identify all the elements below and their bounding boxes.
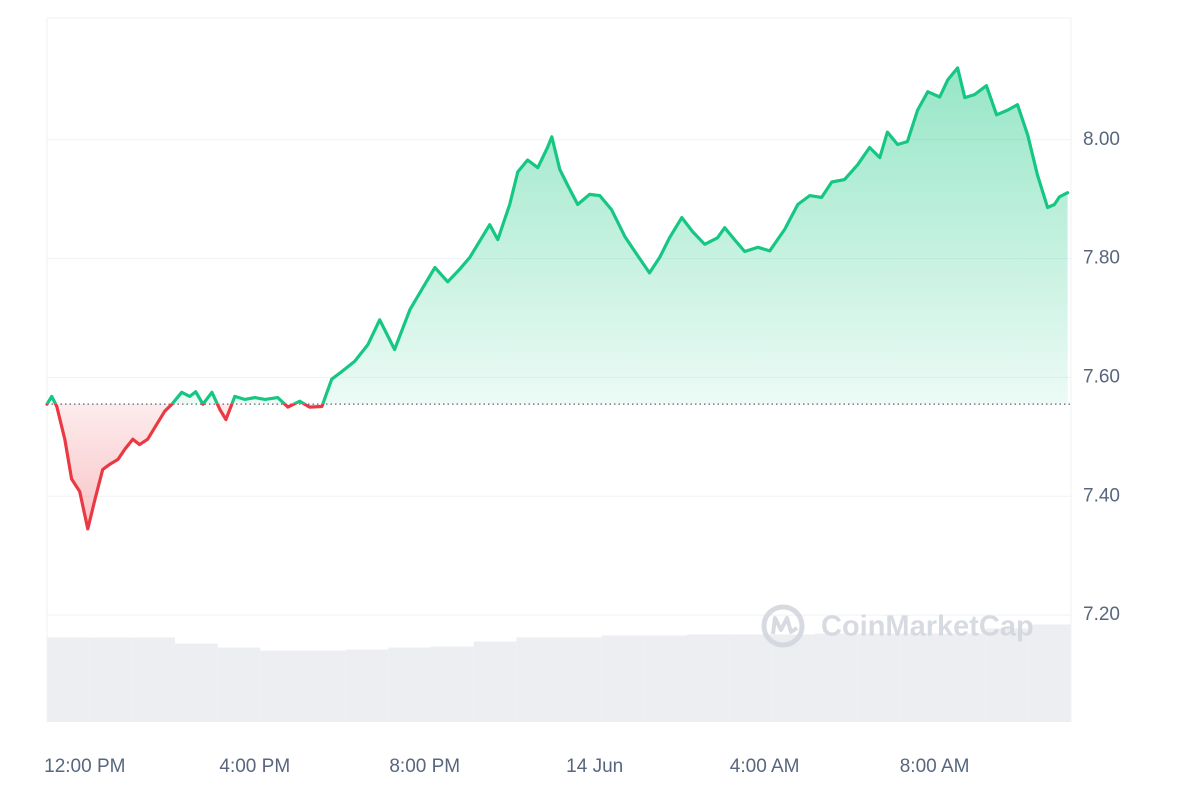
volume-bar [345, 649, 389, 722]
volume-bar [217, 647, 261, 722]
volume-bar [644, 635, 687, 722]
watermark-logo [771, 616, 799, 635]
watermark: CoinMarketCap [761, 604, 1034, 648]
x-tick-label: 4:00 PM [219, 756, 290, 777]
volume-bar [175, 643, 218, 722]
volume-bar [687, 634, 730, 722]
y-tick-label: 7.60 [1083, 366, 1120, 387]
x-tick-label: 12:00 PM [44, 756, 125, 777]
volume-bar [473, 641, 517, 722]
volume-bar [900, 633, 943, 722]
volume-bar [303, 650, 346, 722]
x-tick-label: 8:00 AM [900, 756, 970, 777]
price-line [45, 66, 1070, 531]
y-tick-label: 7.20 [1083, 604, 1120, 625]
volume-bar [388, 647, 431, 722]
volume-bar [431, 646, 474, 722]
volume-bar [985, 628, 1029, 722]
plot-layer [45, 66, 1071, 531]
y-tick-label: 7.80 [1083, 248, 1120, 269]
y-tick-label: 7.40 [1083, 485, 1120, 506]
volume-bar [729, 634, 773, 722]
volume-bar [559, 637, 602, 722]
volume-bar [260, 650, 303, 722]
volume-bar [89, 637, 133, 722]
volume-bar [943, 633, 986, 722]
volume-bar [601, 635, 645, 722]
volume-bar [815, 633, 858, 722]
volume-bar [857, 633, 901, 722]
volume-bar [516, 637, 559, 722]
volume-bar [132, 637, 175, 722]
watermark-logo [761, 604, 805, 648]
volume-bar [47, 637, 90, 722]
y-tick-label: 8.00 [1083, 129, 1120, 150]
x-tick-label: 4:00 AM [730, 756, 800, 777]
volume-bar [772, 634, 815, 722]
price-area [47, 67, 1068, 529]
watermark-text: CoinMarketCap [821, 611, 1034, 643]
volume-bar [1028, 624, 1071, 722]
x-tick-label: 8:00 PM [389, 756, 460, 777]
x-tick-label: 14 Jun [566, 756, 623, 777]
volume-layer [47, 624, 1071, 722]
